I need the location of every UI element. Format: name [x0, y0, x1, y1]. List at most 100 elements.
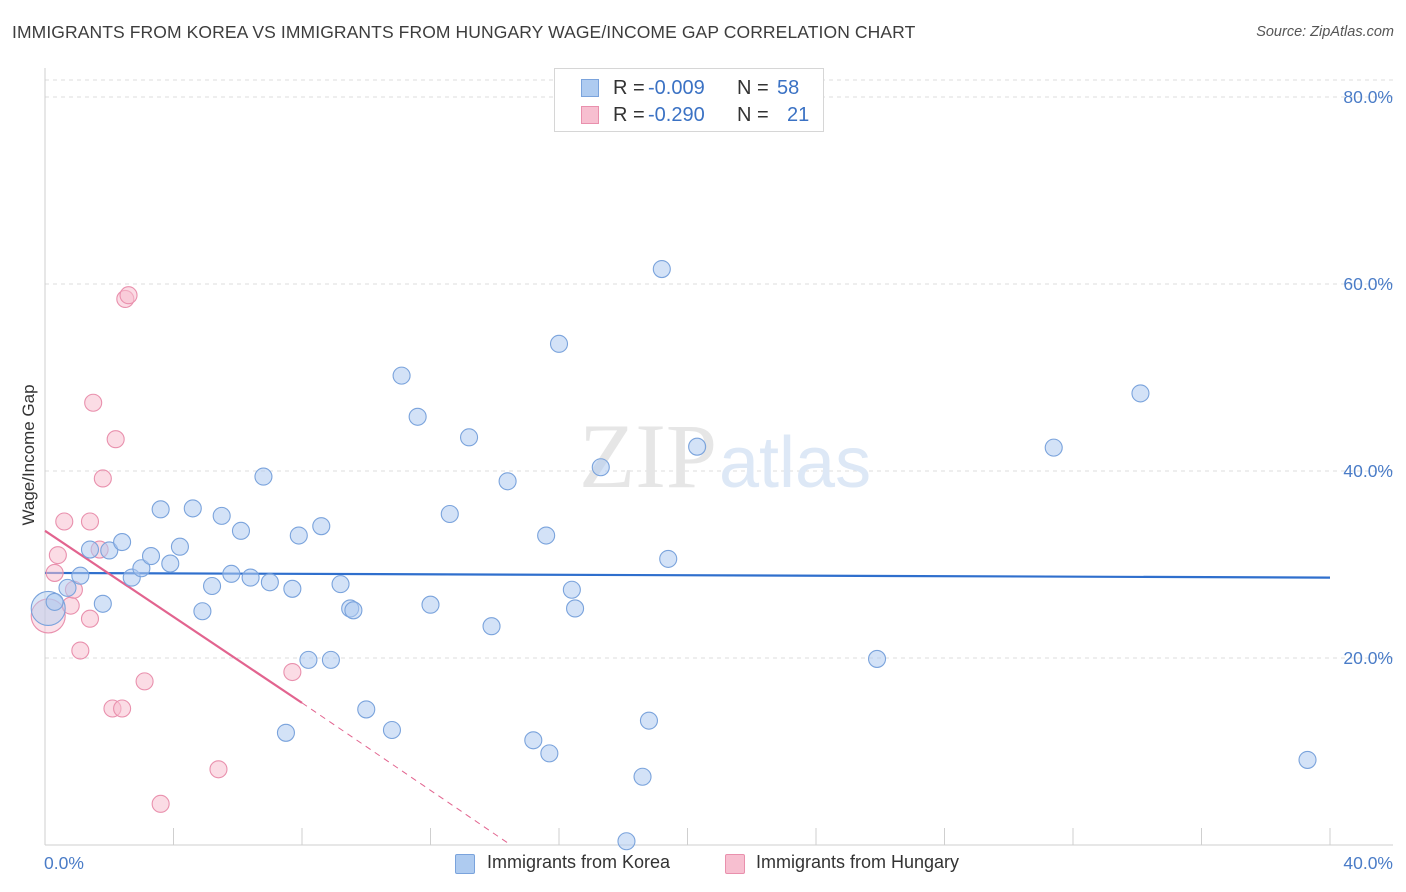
hungary-point [135, 672, 154, 691]
hungary-trend-extension [301, 702, 512, 846]
korea-point [93, 594, 112, 613]
korea-r-label: R = [613, 77, 645, 99]
korea-point [652, 259, 671, 279]
hungary-point [71, 641, 90, 660]
korea-point [113, 533, 132, 552]
hungary-point [55, 512, 74, 531]
korea-point [498, 472, 517, 491]
hungary-swatch [581, 106, 599, 124]
korea-point [58, 578, 77, 597]
watermark-zip: ZIP [579, 405, 717, 507]
korea-point [524, 731, 543, 750]
hungary-legend-swatch [725, 854, 745, 874]
hungary-n-value: 21 [787, 104, 810, 126]
legend-row-korea: R = -0.009 N = 58 [555, 75, 823, 101]
hungary-point [151, 794, 170, 813]
korea-r-value: -0.009 [648, 77, 705, 99]
hungary-point [84, 393, 103, 412]
watermark-atlas: atlas [719, 423, 871, 503]
korea-point [71, 566, 90, 585]
y-tick-label: 80.0% [1343, 87, 1393, 107]
hungary-point [119, 286, 138, 305]
korea-point [867, 649, 887, 668]
korea-point [633, 767, 652, 786]
korea-point [562, 580, 581, 599]
korea-point [357, 700, 376, 719]
korea-point [231, 521, 251, 540]
y-axis-label: Wage/Income Gap [19, 384, 38, 525]
korea-n-value: 58 [777, 77, 800, 99]
korea-point [289, 526, 308, 545]
x-tick-label: 0.0% [44, 853, 84, 873]
korea-point [617, 832, 636, 851]
korea-point [1131, 384, 1150, 403]
hungary-r-label: R = [613, 104, 645, 126]
korea-point [241, 568, 260, 587]
korea-point [80, 540, 100, 559]
korea-point [421, 595, 440, 614]
hungary-point [48, 546, 67, 565]
korea-point [482, 617, 501, 636]
y-tick-label: 20.0% [1343, 648, 1393, 668]
korea-point [321, 650, 340, 669]
chart-title: IMMIGRANTS FROM KOREA VS IMMIGRANTS FROM… [12, 22, 916, 42]
hungary-trend-line [44, 529, 303, 704]
korea-point [212, 506, 231, 525]
hungary-r-value: -0.290 [648, 104, 705, 126]
korea-point [440, 504, 459, 524]
hungary-point [80, 609, 100, 628]
hungary-point [209, 760, 228, 779]
tick-labels: 20.0% 40.0% 60.0% 80.0% 0.0% 40.0% [44, 87, 1393, 873]
korea-swatch [581, 79, 599, 97]
korea-point [537, 526, 556, 545]
korea-point [688, 437, 707, 456]
x-tick-label: 40.0% [1343, 853, 1393, 873]
korea-point [299, 650, 318, 669]
korea-point [1044, 438, 1063, 457]
korea-point [549, 334, 569, 353]
korea-point [203, 576, 222, 596]
hungary-n-label: N = [737, 104, 769, 126]
korea-point [659, 549, 678, 568]
korea-point [283, 579, 302, 598]
source-credit: Source: ZipAtlas.com [1256, 24, 1394, 40]
korea-point [331, 575, 350, 594]
korea-point [1298, 750, 1317, 769]
korea-point [183, 499, 202, 518]
korea-n-label: N = [737, 77, 769, 99]
korea-point [132, 559, 151, 578]
korea-point [639, 711, 659, 730]
y-tick-label: 40.0% [1343, 461, 1393, 481]
korea-point [151, 500, 170, 519]
axes [44, 68, 1393, 846]
korea-point [100, 541, 119, 560]
korea-point [344, 601, 363, 620]
korea-points [30, 259, 1317, 851]
y-tick-label: 60.0% [1343, 274, 1393, 294]
korea-point [222, 564, 241, 583]
hungary-point [80, 512, 100, 531]
korea-point [254, 467, 273, 486]
korea-point [408, 407, 427, 426]
korea-point [459, 428, 479, 447]
hungary-point [283, 662, 302, 682]
korea-point [141, 547, 161, 566]
korea-point [170, 537, 189, 556]
korea-point [161, 554, 180, 573]
trend-lines [44, 529, 1331, 846]
hungary-point [45, 563, 64, 582]
korea-legend-swatch [455, 854, 475, 874]
korea-point [566, 599, 585, 618]
korea-trend-line [44, 571, 1331, 579]
stats-legend: R = -0.009 N = 58 R = -0.290 N = 21 [554, 68, 824, 132]
korea-point [45, 592, 64, 611]
hungary-point [113, 699, 132, 718]
korea-point [392, 366, 411, 385]
korea-point [312, 517, 331, 536]
korea-legend-label: Immigrants from Korea [487, 852, 671, 872]
korea-point [193, 602, 212, 621]
korea-point [260, 573, 279, 592]
korea-point [540, 744, 559, 763]
legend-row-hungary: R = -0.290 N = 21 [555, 102, 823, 128]
